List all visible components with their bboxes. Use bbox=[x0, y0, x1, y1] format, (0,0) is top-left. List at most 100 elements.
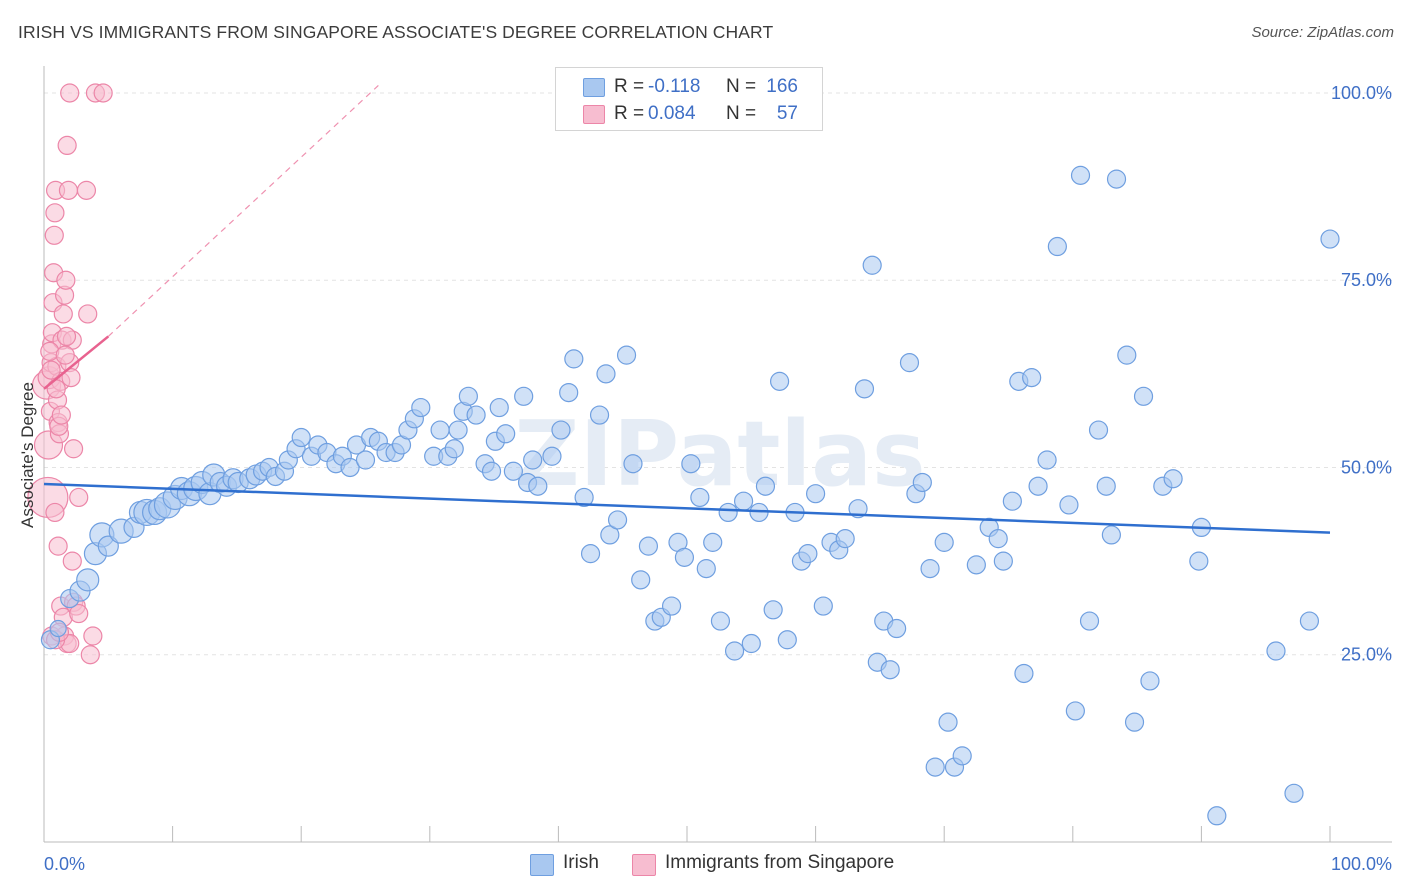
y-tick-label-50: 50.0% bbox=[1341, 457, 1392, 477]
irish-point-68 bbox=[528, 476, 548, 496]
singapore-point-49 bbox=[60, 83, 80, 103]
bottom-legend-swatch-irish bbox=[530, 854, 554, 876]
irish-point-110 bbox=[848, 499, 868, 519]
irish-point-120 bbox=[920, 559, 940, 579]
irish-point-52 bbox=[430, 420, 450, 440]
irish-point-69 bbox=[542, 446, 562, 466]
singapore-point-35 bbox=[48, 536, 68, 556]
irish-point-157 bbox=[1320, 229, 1340, 249]
irish-point-1 bbox=[49, 619, 67, 638]
irish-point-95 bbox=[733, 491, 754, 511]
irish-point-4 bbox=[76, 568, 100, 592]
irish-point-72 bbox=[564, 349, 584, 369]
irish-point-54 bbox=[444, 439, 464, 459]
singapore-point-45 bbox=[76, 180, 97, 200]
irish-point-140 bbox=[1079, 611, 1100, 631]
irish-point-117 bbox=[899, 353, 920, 373]
singapore-point-19 bbox=[53, 304, 73, 324]
irish-point-34 bbox=[291, 427, 311, 448]
irish-point-125 bbox=[952, 746, 972, 766]
irish-point-112 bbox=[862, 255, 882, 275]
singapore-point-10 bbox=[44, 225, 64, 245]
irish-point-90 bbox=[696, 559, 716, 579]
irish-point-155 bbox=[1284, 783, 1304, 803]
irish-point-89 bbox=[690, 487, 710, 508]
irish-point-50 bbox=[411, 397, 431, 418]
irish-point-111 bbox=[854, 379, 875, 399]
irish-point-94 bbox=[724, 641, 745, 661]
singapore-point-55 bbox=[69, 487, 89, 508]
singapore-point-43 bbox=[69, 603, 89, 624]
singapore-point-47 bbox=[80, 645, 100, 665]
x-ticks bbox=[43, 826, 1331, 842]
legend-r-value: 0.084 bbox=[648, 103, 696, 124]
irish-point-109 bbox=[835, 529, 855, 549]
singapore-point-32 bbox=[55, 345, 75, 365]
irish-points bbox=[40, 165, 1340, 826]
irish-trend-line bbox=[43, 482, 1331, 534]
legend-row-singapore: R = 0.084 N = 57 bbox=[556, 101, 822, 127]
y-tick-label-75: 75.0% bbox=[1341, 270, 1392, 290]
irish-point-73 bbox=[574, 487, 594, 508]
irish-point-123 bbox=[938, 712, 958, 732]
correlation-legend: R = -0.118 N = 166 R = 0.084 N = 57 bbox=[555, 67, 823, 131]
y-tick-label-25: 25.0% bbox=[1341, 645, 1392, 665]
source-label: Source: ZipAtlas.com bbox=[1251, 24, 1394, 41]
irish-point-99 bbox=[763, 600, 783, 620]
singapore-point-27 bbox=[63, 439, 84, 459]
irish-point-100 bbox=[769, 371, 790, 391]
irish-point-105 bbox=[805, 484, 826, 504]
legend-r-label: R = bbox=[614, 76, 645, 97]
singapore-point-11 bbox=[45, 203, 65, 223]
irish-point-153 bbox=[1207, 806, 1227, 826]
irish-point-91 bbox=[703, 532, 723, 552]
x-tick-label-min: 0.0% bbox=[44, 854, 85, 874]
irish-point-134 bbox=[1028, 476, 1048, 496]
legend-r-label: R = bbox=[614, 103, 645, 124]
y-tick-label-100: 100.0% bbox=[1331, 83, 1392, 103]
singapore-point-23 bbox=[58, 180, 79, 200]
singapore-point-46 bbox=[78, 304, 98, 324]
irish-point-139 bbox=[1070, 165, 1091, 185]
y-tick-labels: 25.0% 50.0% 75.0% 100.0% bbox=[1331, 83, 1392, 665]
singapore-point-25 bbox=[61, 368, 81, 388]
legend-swatch-irish bbox=[583, 78, 605, 97]
legend-r-value: -0.118 bbox=[648, 76, 701, 97]
singapore-point-31 bbox=[51, 405, 71, 425]
irish-point-116 bbox=[887, 618, 907, 639]
irish-point-133 bbox=[1022, 368, 1042, 388]
irish-point-145 bbox=[1117, 345, 1137, 365]
singapore-point-33 bbox=[56, 326, 77, 347]
irish-point-106 bbox=[813, 596, 833, 616]
irish-point-156 bbox=[1299, 611, 1320, 631]
bottom-legend-swatch-singapore bbox=[632, 854, 656, 876]
irish-point-85 bbox=[661, 596, 682, 616]
irish-point-126 bbox=[966, 555, 986, 575]
irish-point-82 bbox=[638, 536, 659, 556]
irish-point-101 bbox=[777, 630, 797, 650]
irish-point-67 bbox=[523, 450, 543, 470]
irish-point-137 bbox=[1059, 495, 1079, 515]
irish-point-146 bbox=[1124, 712, 1145, 732]
trend-lines bbox=[43, 85, 1331, 534]
irish-point-64 bbox=[503, 461, 523, 481]
irish-point-130 bbox=[1002, 491, 1022, 511]
legend-n-value: 57 bbox=[776, 103, 798, 124]
irish-point-138 bbox=[1065, 701, 1085, 721]
irish-point-76 bbox=[596, 364, 616, 384]
irish-point-121 bbox=[925, 757, 945, 777]
irish-point-148 bbox=[1140, 671, 1160, 691]
legend-row-irish: R = -0.118 N = 166 bbox=[556, 74, 822, 100]
irish-point-58 bbox=[466, 405, 486, 425]
irish-point-96 bbox=[741, 633, 761, 654]
singapore-point-56 bbox=[41, 360, 61, 380]
legend-n-value: 166 bbox=[766, 76, 798, 97]
watermark: ZIPatlas bbox=[514, 402, 925, 507]
irish-point-135 bbox=[1037, 450, 1057, 470]
irish-point-42 bbox=[355, 450, 376, 470]
irish-point-92 bbox=[710, 611, 731, 631]
irish-point-142 bbox=[1096, 476, 1116, 496]
bottom-legend-label-irish: Irish bbox=[563, 852, 599, 873]
